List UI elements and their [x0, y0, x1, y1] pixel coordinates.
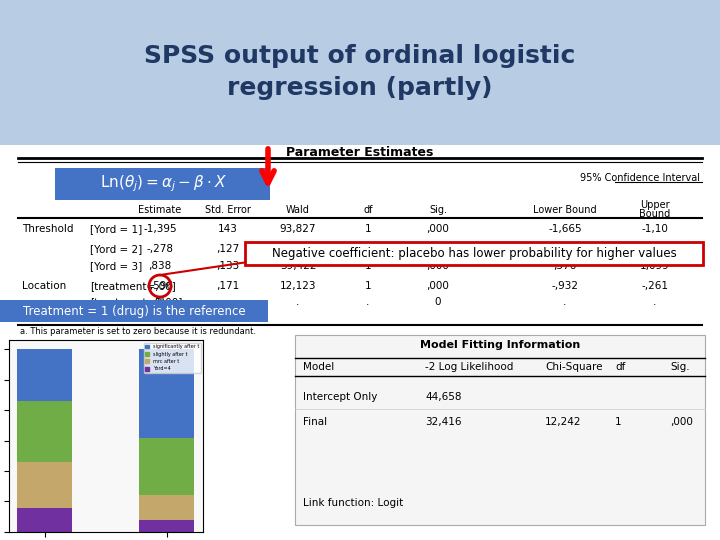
Text: df: df	[364, 205, 373, 215]
Text: -1,395: -1,395	[143, 224, 177, 234]
Bar	[140, 349, 194, 437]
Text: Bound: Bound	[639, 209, 670, 219]
Text: ,029: ,029	[426, 244, 449, 254]
Text: ,127: ,127	[217, 244, 240, 254]
Text: ,000: ,000	[426, 261, 449, 271]
Bar	[17, 508, 72, 532]
Text: -2 Log Likelihood: -2 Log Likelihood	[425, 362, 513, 372]
Text: 1: 1	[365, 224, 372, 234]
Text: Model Fitting Information: Model Fitting Information	[420, 340, 580, 350]
Text: Final: Final	[303, 417, 327, 427]
Text: Model: Model	[303, 362, 334, 372]
Text: Negative coefficient: placebo has lower probability for higher values: Negative coefficient: placebo has lower …	[271, 247, 676, 260]
Text: .: .	[226, 297, 230, 307]
Text: Location: Location	[22, 281, 66, 291]
Text: 44,658: 44,658	[425, 392, 462, 402]
Text: 93,827: 93,827	[280, 224, 316, 234]
Legend: significantly after t, slightly after t, mrc after t, Yord=4: significantly after t, slightly after t,…	[143, 343, 201, 373]
Text: ,000: ,000	[670, 417, 693, 427]
Text: .: .	[653, 297, 657, 307]
Bar	[295, 335, 705, 525]
Text: .: .	[297, 297, 300, 307]
Text: 4,786: 4,786	[283, 244, 313, 254]
Text: -1,665: -1,665	[548, 224, 582, 234]
Text: [Yord = 2]: [Yord = 2]	[90, 244, 143, 254]
Text: Parameter Estimates: Parameter Estimates	[287, 145, 433, 159]
Bar	[140, 495, 194, 519]
Text: Treatment = 1 (drug) is the reference: Treatment = 1 (drug) is the reference	[23, 305, 246, 318]
Text: 1,099: 1,099	[640, 261, 670, 271]
Bar	[17, 462, 72, 508]
Text: 39,422: 39,422	[280, 261, 316, 271]
FancyBboxPatch shape	[245, 242, 703, 265]
Bar	[55, 168, 270, 200]
Text: 0: 0	[435, 297, 441, 307]
Text: 12,242: 12,242	[545, 417, 582, 427]
Text: Lower Bound: Lower Bound	[534, 205, 597, 215]
Bar	[17, 401, 72, 462]
Text: 0ᵃ: 0ᵃ	[155, 297, 166, 307]
Text: Sig.: Sig.	[670, 362, 690, 372]
Text: -,526: -,526	[552, 244, 578, 254]
Text: Wald: Wald	[286, 205, 310, 215]
Text: a. This parameter is set to zero because it is redundant.: a. This parameter is set to zero because…	[20, 327, 256, 335]
Text: Threshold: Threshold	[22, 224, 73, 234]
Text: 12,123: 12,123	[280, 281, 316, 291]
Text: -,596: -,596	[146, 281, 174, 291]
Text: df: df	[615, 362, 626, 372]
Text: .: .	[563, 297, 567, 307]
Text: 1: 1	[365, 261, 372, 271]
Text: [Yord = 1]: [Yord = 1]	[90, 224, 143, 234]
Text: Upper: Upper	[640, 200, 670, 210]
Bar	[140, 437, 194, 495]
Text: [treatment=1,00]: [treatment=1,00]	[90, 297, 182, 307]
Text: Link function: Logit: Link function: Logit	[303, 498, 403, 508]
Text: 32,416: 32,416	[425, 417, 462, 427]
Bar	[0, 300, 268, 322]
Bar	[140, 519, 194, 532]
Text: -1,10: -1,10	[642, 224, 668, 234]
Text: -,278: -,278	[146, 244, 174, 254]
Text: Sig.: Sig.	[429, 205, 447, 215]
Text: [Yord = 3]: [Yord = 3]	[90, 261, 143, 271]
Text: [treatment=,00]: [treatment=,00]	[90, 281, 176, 291]
Text: -,932: -,932	[552, 281, 578, 291]
Bar	[0, 0, 720, 145]
Text: -,029: -,029	[642, 244, 668, 254]
Text: 95% Confidence Interval: 95% Confidence Interval	[580, 173, 700, 183]
Text: SPSS output of ordinal logistic
regression (partly): SPSS output of ordinal logistic regressi…	[144, 44, 576, 100]
Text: Chi-Square: Chi-Square	[545, 362, 603, 372]
Text: ,133: ,133	[217, 261, 240, 271]
Text: ,576: ,576	[554, 261, 577, 271]
Text: ,000: ,000	[426, 281, 449, 291]
Text: ,171: ,171	[217, 281, 240, 291]
Text: -,261: -,261	[642, 281, 668, 291]
Text: 1: 1	[365, 281, 372, 291]
Text: ,000: ,000	[426, 224, 449, 234]
Text: Intercept Only: Intercept Only	[303, 392, 377, 402]
Text: 143: 143	[218, 224, 238, 234]
Text: Std. Error: Std. Error	[205, 205, 251, 215]
Text: .: .	[366, 297, 369, 307]
Text: Estimate: Estimate	[138, 205, 181, 215]
Text: 1: 1	[365, 244, 372, 254]
Bar	[17, 349, 72, 401]
Text: ,838: ,838	[148, 261, 171, 271]
Text: $\mathrm{Ln}(\theta_j) = \alpha_j - \beta \cdot X$: $\mathrm{Ln}(\theta_j) = \alpha_j - \bet…	[99, 174, 227, 194]
Text: 1: 1	[615, 417, 621, 427]
